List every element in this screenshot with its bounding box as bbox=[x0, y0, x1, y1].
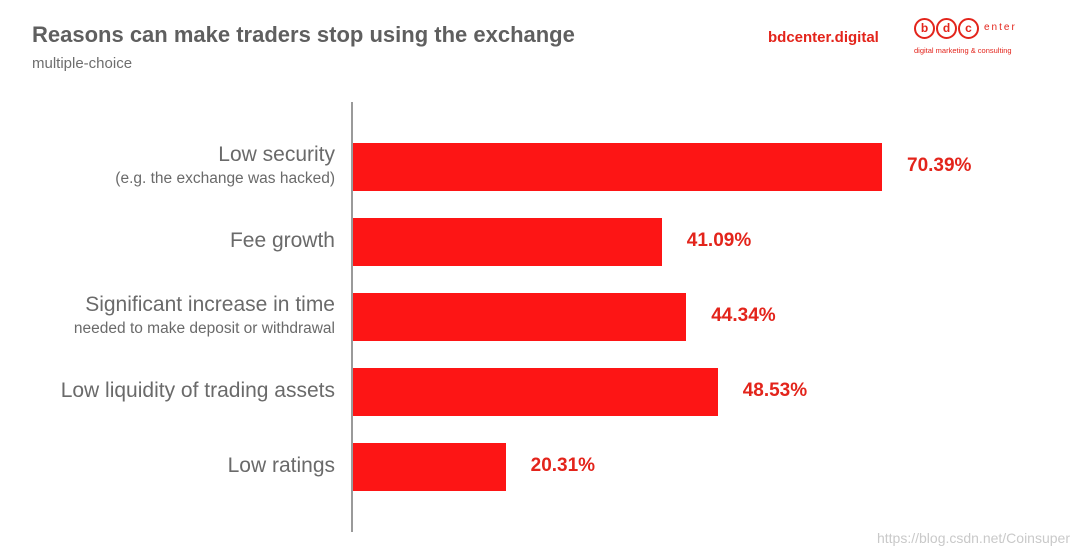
bar-1 bbox=[353, 143, 882, 191]
category-label-4: Low liquidity of trading assets bbox=[61, 378, 335, 404]
category-label-main: Significant increase in time bbox=[85, 293, 335, 316]
chart-subtitle: multiple-choice bbox=[32, 55, 133, 72]
bar-5 bbox=[353, 443, 506, 491]
category-label-5: Low ratings bbox=[228, 453, 335, 479]
bar-4 bbox=[353, 368, 718, 416]
category-label-main: Low ratings bbox=[227, 454, 335, 477]
value-label-1: 70.39% bbox=[907, 155, 972, 176]
category-label-main: Fee growth bbox=[229, 229, 335, 252]
logo-letter-c: c bbox=[958, 18, 979, 39]
category-label-sub: needed to make deposit or withdrawal bbox=[73, 320, 335, 337]
brand-link[interactable]: bdcenter.digital bbox=[768, 29, 879, 46]
category-label-main: Low liquidity of trading assets bbox=[60, 379, 335, 402]
category-label-1: Low security (e.g. the exchange was hacke… bbox=[115, 142, 335, 190]
value-label-4: 48.53% bbox=[742, 380, 808, 401]
value-label-3: 44.34% bbox=[711, 305, 776, 326]
bar-2 bbox=[353, 218, 662, 266]
category-label-main: Low security bbox=[218, 143, 335, 166]
category-label-sub: (e.g. the exchange was hacked) bbox=[115, 170, 335, 187]
chart-title: Reasons can make traders stop using the … bbox=[32, 22, 575, 47]
category-label-2: Fee growth bbox=[230, 228, 335, 254]
bdc-logo-icon: b d c enter digital marketing & consulti… bbox=[912, 16, 1024, 60]
value-label-5: 20.31% bbox=[530, 455, 596, 476]
bar-3 bbox=[353, 293, 687, 341]
value-label-2: 41.09% bbox=[686, 230, 752, 251]
watermark: https://blog.csdn.net/Coinsuper bbox=[876, 530, 1070, 546]
logo-suffix: enter bbox=[984, 22, 1017, 33]
category-axis-line bbox=[351, 102, 353, 532]
category-label-3: Significant increase in time needed to ma… bbox=[74, 292, 335, 340]
logo-letter-d: d bbox=[936, 18, 957, 39]
logo-letter-b: b bbox=[914, 18, 935, 39]
logo-tagline: digital marketing & consulting bbox=[914, 46, 1012, 55]
